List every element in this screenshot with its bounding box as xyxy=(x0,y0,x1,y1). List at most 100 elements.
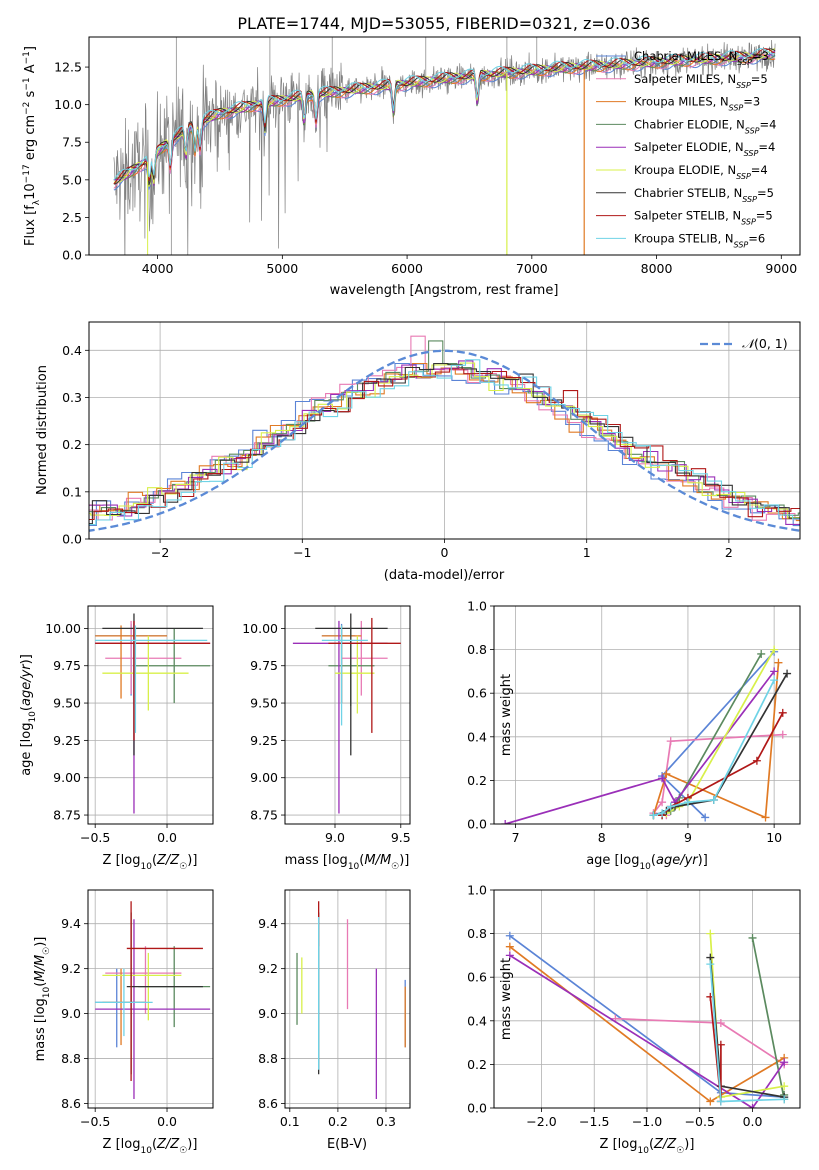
hist-chabrier-miles xyxy=(89,362,800,527)
hist-salpeter-elodie xyxy=(89,360,800,525)
x-tick-label: 6000 xyxy=(391,261,423,276)
x-tick-label: −2 xyxy=(151,545,169,560)
x-tick-label: 0.0 xyxy=(157,1114,177,1129)
errorbar-chabrier-elodie xyxy=(135,628,211,704)
y-tick-label: 0.0 xyxy=(467,1101,487,1116)
errorbar-salpeter-stelib xyxy=(95,620,211,741)
y-tick-label: 8.8 xyxy=(258,1051,278,1066)
weight-marker xyxy=(683,798,692,807)
y-tick-label: 8.6 xyxy=(61,1096,81,1111)
axes-mass_vs_Z: −0.5 0.0 8.6 8.8 9.0 9.2 9.4 xyxy=(61,889,214,1129)
weight-marker xyxy=(761,813,770,822)
x-tick-label: 7 xyxy=(512,830,520,845)
legend-label-salpeter-miles: Salpeter MILES, NSSP=5 xyxy=(634,72,768,90)
axes-age_vs_mass: 9.0 9.5 8.75 9.00 9.25 9.50 9.75 10.00 xyxy=(242,605,411,845)
mw-Z-y-label: mass weight xyxy=(499,958,514,1040)
x-tick-label: −0.5 xyxy=(80,1114,110,1129)
mw-age-y-label: mass weight xyxy=(499,674,514,756)
errorbar-kroupa-elodie xyxy=(102,635,189,711)
plot-area-mass_weight_vs_Z xyxy=(494,890,800,1108)
weight-marker xyxy=(662,769,671,778)
y-tick-label: 9.00 xyxy=(250,770,278,785)
y-tick-label: 0.3 xyxy=(62,390,82,405)
x-tick-label: 0.0 xyxy=(157,830,177,845)
y-tick-label: 9.25 xyxy=(53,733,81,748)
weight-marker xyxy=(770,676,779,685)
y-tick-label: 0.6 xyxy=(467,970,487,985)
x-tick-label: 9.0 xyxy=(325,830,345,845)
y-tick-label: 8.75 xyxy=(250,808,278,823)
x-tick-label: 0.3 xyxy=(376,1114,396,1129)
errorbar-kroupa-stelib xyxy=(95,625,208,733)
y-tick-label: 9.50 xyxy=(250,696,278,711)
x-tick-label: −2.0 xyxy=(526,1114,556,1129)
plot-area-residuals xyxy=(89,322,800,539)
y-tick-label: 0.8 xyxy=(467,926,487,941)
axes-residuals: −2 −1 0 1 2 0.0 0.1 0.2 0.3 0.4 xyxy=(62,321,801,560)
weight-marker xyxy=(774,658,783,667)
weight-line-chabrier-elodie xyxy=(748,933,789,1104)
errorbar-salpeter-elodie xyxy=(95,620,211,814)
weight-marker xyxy=(716,1097,725,1106)
axes-frame xyxy=(284,889,411,1109)
legend-label-kroupa-stelib: Kroupa STELIB, NSSP=6 xyxy=(634,231,765,249)
legend-label-kroupa-elodie: Kroupa ELODIE, NSSP=4 xyxy=(634,163,768,181)
axes-frame xyxy=(88,36,801,256)
plot-area-mass_vs_Z xyxy=(88,890,213,1108)
y-tick-label: 0.2 xyxy=(467,1057,487,1072)
hist-kroupa-elodie xyxy=(89,362,800,519)
plot-area-mass_weight_vs_age xyxy=(494,606,800,824)
legend-label-salpeter-stelib: Salpeter STELIB, NSSP=5 xyxy=(634,209,773,227)
x-tick-label: −1.5 xyxy=(579,1114,609,1129)
age-vs-Z-x-label: Z [log10(Z/Z☉)] xyxy=(103,853,198,872)
weight-marker xyxy=(706,929,715,938)
mass-vs-Z-x-label: Z [log10(Z/Z☉)] xyxy=(103,1137,198,1156)
weight-marker xyxy=(706,1097,715,1106)
x-tick-label: 0 xyxy=(441,545,449,560)
y-tick-label: 12.5 xyxy=(54,60,82,75)
hist-kroupa-miles xyxy=(89,362,800,522)
hist-x-label: (data-model)/error xyxy=(384,568,505,583)
axes-age_vs_Z: −0.5 0.0 8.75 9.00 9.25 9.50 9.75 10.00 xyxy=(45,605,214,845)
x-tick-label: 0.0 xyxy=(743,1114,763,1129)
weight-line-kroupa-elodie xyxy=(662,645,779,818)
y-tick-label: 10.0 xyxy=(54,97,82,112)
errorbar-salpeter-miles xyxy=(105,620,182,695)
y-tick-label: 0.0 xyxy=(62,248,82,263)
weight-marker xyxy=(649,811,658,820)
weight-marker xyxy=(716,1018,725,1027)
weight-marker xyxy=(778,708,787,717)
page-title: PLATE=1744, MJD=53055, FIBERID=0321, z=0… xyxy=(237,14,650,33)
model-line-salpeter-miles xyxy=(113,53,776,189)
x-tick-label: 0.1 xyxy=(280,1114,300,1129)
weight-marker xyxy=(780,1095,789,1104)
y-tick-label: 0.4 xyxy=(467,1013,487,1028)
weight-line-salpeter-elodie xyxy=(505,951,789,1108)
y-tick-label: 0.0 xyxy=(62,532,82,547)
y-tick-label: 9.75 xyxy=(250,658,278,673)
y-tick-label: 9.4 xyxy=(258,916,278,931)
weight-marker xyxy=(658,798,667,807)
hist-salpeter-miles xyxy=(89,335,800,521)
age-vs-mass-x-label: mass [log10(M/M☉)] xyxy=(285,853,410,872)
y-tick-label: 0.4 xyxy=(62,343,82,358)
weight-marker xyxy=(778,730,787,739)
age-y-label: age [log10(age/yr)] xyxy=(19,654,38,776)
spectrum-x-label: wavelength [Angstrom, rest frame] xyxy=(330,283,559,298)
weight-marker xyxy=(505,931,514,940)
errorbar-kroupa-miles xyxy=(95,625,168,699)
y-tick-label: 9.75 xyxy=(53,658,81,673)
axes-frame xyxy=(493,605,801,825)
y-tick-label: 0.4 xyxy=(467,729,487,744)
y-tick-label: 9.2 xyxy=(258,961,278,976)
y-tick-label: 8.75 xyxy=(53,808,81,823)
y-tick-label: 9.4 xyxy=(61,916,81,931)
legend-label-salpeter-elodie: Salpeter ELODIE, NSSP=4 xyxy=(634,140,775,158)
axes-mass_weight_vs_age: 7 8 9 10 0.0 0.2 0.4 0.6 0.8 1.0 xyxy=(467,599,801,845)
x-tick-label: 8 xyxy=(598,830,606,845)
legend-label-chabrier-stelib: Chabrier STELIB, NSSP=5 xyxy=(634,186,774,204)
plot-area-age_vs_Z xyxy=(88,606,213,824)
plot-area-mass_vs_ebv xyxy=(285,890,410,1108)
y-tick-label: 1.0 xyxy=(467,599,487,614)
y-tick-label: 8.8 xyxy=(61,1051,81,1066)
